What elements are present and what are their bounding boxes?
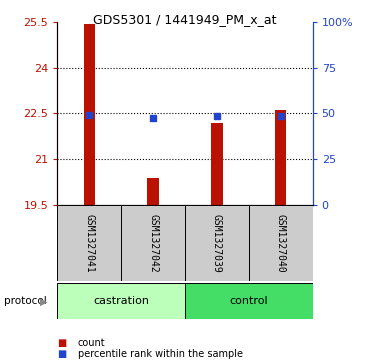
Text: GSM1327042: GSM1327042 <box>148 214 158 273</box>
Bar <box>147 178 159 205</box>
Bar <box>185 205 249 281</box>
Text: count: count <box>78 338 105 348</box>
Text: GSM1327041: GSM1327041 <box>84 214 94 273</box>
Bar <box>57 283 185 319</box>
Bar <box>185 283 313 319</box>
Bar <box>121 205 185 281</box>
Bar <box>275 110 286 205</box>
Text: protocol: protocol <box>4 296 47 306</box>
Bar <box>249 205 313 281</box>
Text: GDS5301 / 1441949_PM_x_at: GDS5301 / 1441949_PM_x_at <box>93 13 277 26</box>
Bar <box>84 24 95 205</box>
Text: castration: castration <box>93 296 149 306</box>
Bar <box>211 123 223 205</box>
Text: ▶: ▶ <box>40 296 47 306</box>
Text: ■: ■ <box>57 338 67 348</box>
Text: GSM1327040: GSM1327040 <box>276 214 286 273</box>
Text: control: control <box>229 296 268 306</box>
Text: ■: ■ <box>57 349 67 359</box>
Bar <box>57 205 121 281</box>
Text: percentile rank within the sample: percentile rank within the sample <box>78 349 243 359</box>
Text: GSM1327039: GSM1327039 <box>212 214 222 273</box>
